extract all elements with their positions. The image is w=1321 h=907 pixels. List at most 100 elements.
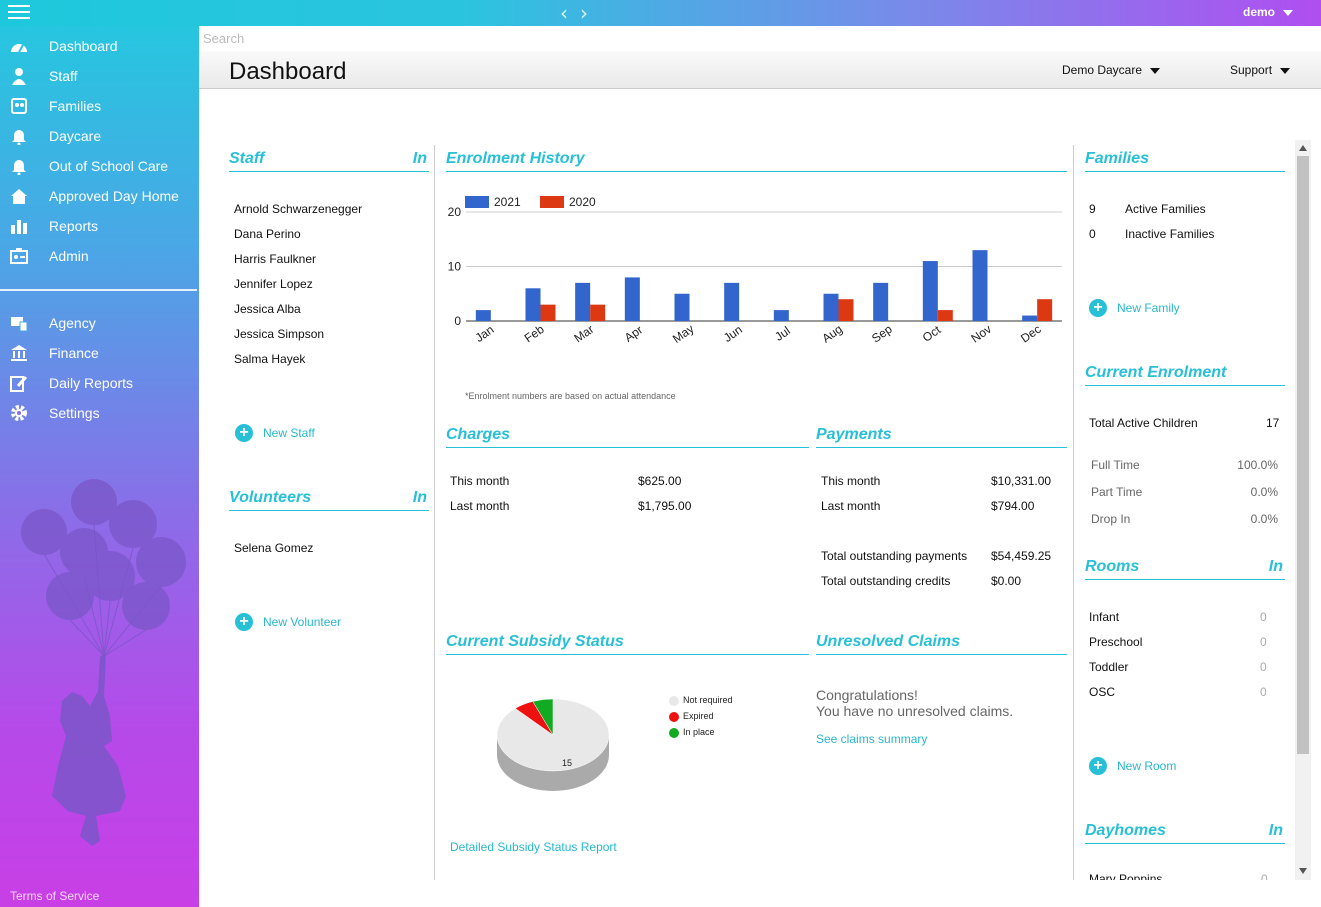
top-bar: ‹ › demo xyxy=(0,0,1321,26)
y-tick-label: 20 xyxy=(448,205,462,219)
sidebar-item-reports[interactable]: Reports xyxy=(0,211,199,241)
bar-2020-Mar xyxy=(590,304,606,321)
sidebar-item-label: Agency xyxy=(49,315,96,331)
sidebar-item-families[interactable]: Families xyxy=(0,91,199,121)
sidebar-item-label: Daily Reports xyxy=(49,375,134,391)
staff-name[interactable]: Jessica Simpson xyxy=(234,327,325,341)
sidebar-item-daily-reports[interactable]: Daily Reports xyxy=(0,368,199,398)
staff-name[interactable]: Salma Hayek xyxy=(234,352,306,366)
chevron-down-icon xyxy=(1150,67,1161,74)
staff-icon xyxy=(9,66,29,86)
new-family-button[interactable]: + New Family xyxy=(1089,299,1180,317)
legend-dot-icon xyxy=(669,711,679,722)
sidebar-item-out-of-school-care[interactable]: Out of School Care xyxy=(0,151,199,181)
sidebar-item-label: Settings xyxy=(49,405,100,421)
family-label[interactable]: Active Families xyxy=(1125,202,1206,216)
sidebar-item-label: Reports xyxy=(49,218,99,234)
new-volunteer-label: New Volunteer xyxy=(263,615,342,629)
scroll-up-icon[interactable] xyxy=(1299,145,1307,151)
payments-title: Payments xyxy=(816,426,892,443)
staff-name[interactable]: Harris Faulkner xyxy=(234,252,317,266)
room-count: 0 xyxy=(1260,685,1267,699)
history-nav: ‹ › xyxy=(560,1,600,25)
x-tick-label: Oct xyxy=(920,322,944,345)
sidebar-item-label: Families xyxy=(49,98,102,114)
terms-of-service-link[interactable]: Terms of Service xyxy=(10,889,100,903)
back-arrow-icon[interactable]: ‹ xyxy=(560,1,568,25)
user-menu[interactable]: demo xyxy=(1243,5,1293,19)
scrollbar-thumb[interactable] xyxy=(1297,156,1309,754)
x-tick-label: Sep xyxy=(869,322,895,346)
staff-name[interactable]: Jessica Alba xyxy=(234,302,301,316)
sidebar-item-dashboard[interactable]: Dashboard xyxy=(0,31,199,61)
new-volunteer-button[interactable]: + New Volunteer xyxy=(235,613,341,631)
scroll-down-icon[interactable] xyxy=(1299,868,1307,874)
admin-icon xyxy=(9,246,29,266)
sidebar: Dashboard Staff Families Daycare Out of Scho… xyxy=(0,26,199,907)
y-tick-label: 10 xyxy=(448,260,462,274)
pie-legend-item: Not required xyxy=(669,695,733,711)
x-tick-label: Nov xyxy=(968,322,994,346)
pie-legend-label: Not required xyxy=(683,695,733,705)
forward-arrow-icon[interactable]: › xyxy=(580,1,588,25)
menu-icon[interactable] xyxy=(8,5,30,21)
sidebar-item-finance[interactable]: Finance xyxy=(0,338,199,368)
plus-icon: + xyxy=(235,613,253,631)
dayhomes-section-title: Dayhomes In xyxy=(1085,822,1285,844)
outstanding-value: $54,459.25 xyxy=(991,549,1052,563)
room-name[interactable]: Toddler xyxy=(1089,660,1129,674)
room-name[interactable]: OSC xyxy=(1089,685,1116,699)
sidebar-item-daycare[interactable]: Daycare xyxy=(0,121,199,151)
search-input[interactable] xyxy=(199,26,1321,51)
x-tick-label: Dec xyxy=(1018,322,1044,346)
claims-summary-link[interactable]: See claims summary xyxy=(816,732,928,746)
dayhome-row-clip: Mary Poppins 0 xyxy=(1085,872,1290,880)
staff-name[interactable]: Arnold Schwarzenegger xyxy=(234,202,363,216)
subsidy-report-link[interactable]: Detailed Subsidy Status Report xyxy=(450,840,617,854)
family-label[interactable]: Inactive Families xyxy=(1125,227,1215,241)
chevron-down-icon xyxy=(1280,67,1291,74)
sidebar-item-agency[interactable]: Agency xyxy=(0,308,199,338)
gear-icon xyxy=(9,403,29,423)
x-tick-label: Mar xyxy=(571,322,596,345)
main-scrollbar[interactable] xyxy=(1295,140,1311,880)
sidebar-item-label: Admin xyxy=(49,248,89,264)
sidebar-item-label: Daycare xyxy=(49,128,102,144)
new-staff-button[interactable]: + New Staff xyxy=(235,424,315,442)
volunteer-name[interactable]: Selena Gomez xyxy=(234,541,314,555)
support-dropdown[interactable]: Support xyxy=(1230,63,1291,77)
plus-icon: + xyxy=(1089,299,1107,317)
sidebar-item-label: Staff xyxy=(49,68,78,84)
sidebar-item-admin[interactable]: Admin xyxy=(0,241,199,271)
subsidy-title: Current Subsidy Status xyxy=(446,633,624,650)
bar-2021-Aug xyxy=(823,293,839,321)
sidebar-item-settings[interactable]: Settings xyxy=(0,398,199,428)
staff-name[interactable]: Jennifer Lopez xyxy=(234,277,313,291)
new-room-button[interactable]: + New Room xyxy=(1089,757,1176,775)
room-name[interactable]: Preschool xyxy=(1089,635,1143,649)
enrolment-history-title: Enrolment History xyxy=(446,150,1067,172)
column-divider xyxy=(1073,145,1074,880)
bar-2021-Dec xyxy=(1022,315,1038,321)
legend-label: 2020 xyxy=(569,195,596,209)
dayhomes-title: Dayhomes xyxy=(1085,822,1166,839)
new-family-label: New Family xyxy=(1117,301,1180,315)
daycare-dropdown[interactable]: Demo Daycare xyxy=(1062,63,1161,77)
room-name[interactable]: Infant xyxy=(1089,610,1120,624)
bar-2021-Jun xyxy=(724,282,740,321)
staff-name[interactable]: Dana Perino xyxy=(234,227,301,241)
bar-2021-Mar xyxy=(575,282,591,321)
families-icon xyxy=(9,96,29,116)
sidebar-item-approved-day-home[interactable]: Approved Day Home xyxy=(0,181,199,211)
payments-section-title: Payments xyxy=(816,426,1067,448)
daycare-dropdown-label: Demo Daycare xyxy=(1062,63,1143,77)
payments-row-label: Last month xyxy=(821,499,881,513)
enrolment-type-value: 100.0% xyxy=(1237,458,1278,472)
sidebar-item-staff[interactable]: Staff xyxy=(0,61,199,91)
families-section-title: Families xyxy=(1085,150,1285,172)
claims-congrats: Congratulations! xyxy=(816,687,918,703)
sidebar-item-label: Dashboard xyxy=(49,38,118,54)
pie-legend-item: Expired xyxy=(669,711,733,727)
dayhomes-in-header: In xyxy=(1268,822,1283,839)
user-name: demo xyxy=(1242,5,1275,19)
